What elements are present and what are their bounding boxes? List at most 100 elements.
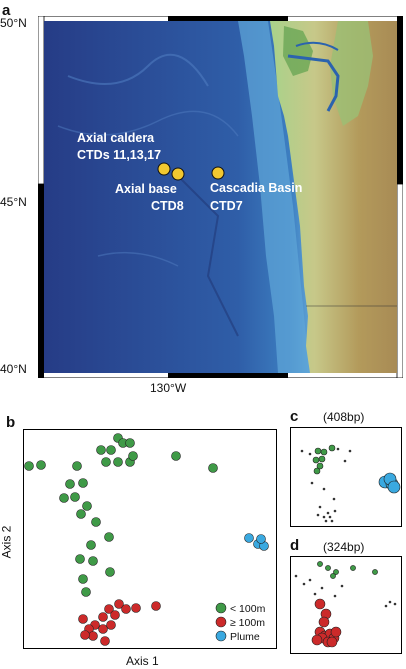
point-b-4 (65, 479, 75, 489)
point-b-18 (82, 501, 92, 511)
panel-d-label: d (290, 537, 300, 554)
point-c-6 (313, 467, 321, 475)
point-b-19 (91, 517, 101, 527)
legend-label-shallow: < 100m (230, 603, 266, 615)
point-b-23 (75, 554, 85, 564)
point-c-26 (330, 519, 334, 523)
point-d-3 (350, 565, 356, 571)
point-b-17 (208, 463, 218, 473)
ordination-plot-c (290, 427, 402, 527)
point-b-27 (81, 587, 91, 597)
point-c-12 (308, 452, 312, 456)
point-c-5 (316, 462, 324, 470)
point-b-2 (72, 461, 82, 471)
point-b-26 (78, 574, 88, 584)
point-b-6 (59, 493, 69, 503)
point-c-19 (318, 505, 322, 509)
point-d-18 (294, 574, 298, 578)
point-c-20 (326, 511, 330, 515)
point-c-18 (332, 497, 336, 501)
legend-swatch-plume (215, 630, 227, 642)
point-b-30 (121, 604, 131, 614)
point-d-21 (320, 586, 324, 590)
point-c-1 (320, 448, 328, 456)
point-b-29 (114, 599, 124, 609)
site-marker-axial-base (171, 167, 185, 181)
point-c-17 (322, 487, 326, 491)
point-b-41 (100, 636, 110, 646)
point-b-11 (125, 438, 135, 448)
label-axial-caldera-ctds: CTDs 11,13,17 (77, 148, 161, 162)
point-b-42 (80, 630, 90, 640)
point-d-26 (393, 602, 397, 606)
point-d-19 (302, 582, 306, 586)
point-c-25 (324, 519, 328, 523)
point-b-5 (70, 492, 80, 502)
point-d-15 (326, 636, 338, 648)
point-b-0 (24, 461, 34, 471)
legend-swatch-shallow (215, 602, 227, 614)
panel-c-label: c (290, 408, 299, 425)
coastline-land (270, 21, 397, 373)
point-b-24 (88, 556, 98, 566)
point-b-22 (86, 540, 96, 550)
legend-swatch-deep (215, 616, 227, 628)
legend-label-deep: ≥ 100m (230, 617, 265, 629)
point-d-0 (317, 561, 323, 567)
panel-c-title: (408bp) (323, 410, 365, 424)
point-b-34 (110, 610, 120, 620)
point-c-10 (387, 480, 401, 494)
lat-tick-40n: 40°N (0, 362, 27, 376)
legend-label-plume: Plume (230, 631, 260, 643)
axis2-label: Axis 2 (0, 525, 14, 559)
point-b-13 (113, 457, 123, 467)
panel-a-label: a (2, 2, 11, 19)
point-c-23 (333, 509, 337, 513)
point-b-7 (96, 445, 106, 455)
point-c-15 (348, 449, 352, 453)
point-d-6 (314, 598, 326, 610)
label-axial-base: Axial base (115, 182, 177, 196)
point-b-31 (131, 603, 141, 613)
point-d-4 (372, 569, 378, 575)
point-c-4 (318, 455, 326, 463)
point-b-15 (128, 451, 138, 461)
point-b-33 (98, 612, 108, 622)
point-b-35 (78, 614, 88, 624)
point-b-1 (36, 460, 46, 470)
label-cascadia-ctd: CTD7 (210, 199, 243, 213)
axis1-label: Axis 1 (126, 654, 159, 668)
lon-tick-130w: 130°W (150, 381, 187, 395)
point-b-28 (104, 604, 114, 614)
point-b-43 (244, 533, 254, 543)
lat-tick-45n: 45°N (0, 195, 27, 209)
point-b-39 (106, 620, 116, 630)
point-d-27 (384, 604, 388, 608)
point-d-25 (388, 600, 392, 604)
point-b-46 (256, 534, 266, 544)
point-b-25 (105, 567, 115, 577)
panel-b-label: b (6, 414, 16, 431)
point-d-5 (330, 573, 336, 579)
bathymetry-map: Axial caldera CTDs 11,13,17 Axial base C… (38, 16, 403, 378)
label-axial-base-ctd: CTD8 (151, 199, 184, 213)
point-c-2 (328, 444, 336, 452)
point-b-38 (98, 624, 108, 634)
point-d-8 (318, 616, 330, 628)
point-d-2 (333, 569, 339, 575)
point-c-22 (328, 515, 332, 519)
point-d-24 (340, 584, 344, 588)
point-c-16 (310, 481, 314, 485)
label-cascadia-basin: Cascadia Basin (210, 181, 302, 195)
point-c-24 (316, 513, 320, 517)
point-b-3 (78, 478, 88, 488)
point-b-20 (76, 509, 86, 519)
point-c-11 (300, 449, 304, 453)
ordination-plot-d (290, 556, 402, 654)
point-b-16 (171, 451, 181, 461)
point-b-8 (106, 445, 116, 455)
point-d-22 (313, 592, 317, 596)
point-d-1 (325, 565, 331, 571)
lat-tick-50n: 50°N (0, 16, 27, 30)
point-b-40 (88, 631, 98, 641)
